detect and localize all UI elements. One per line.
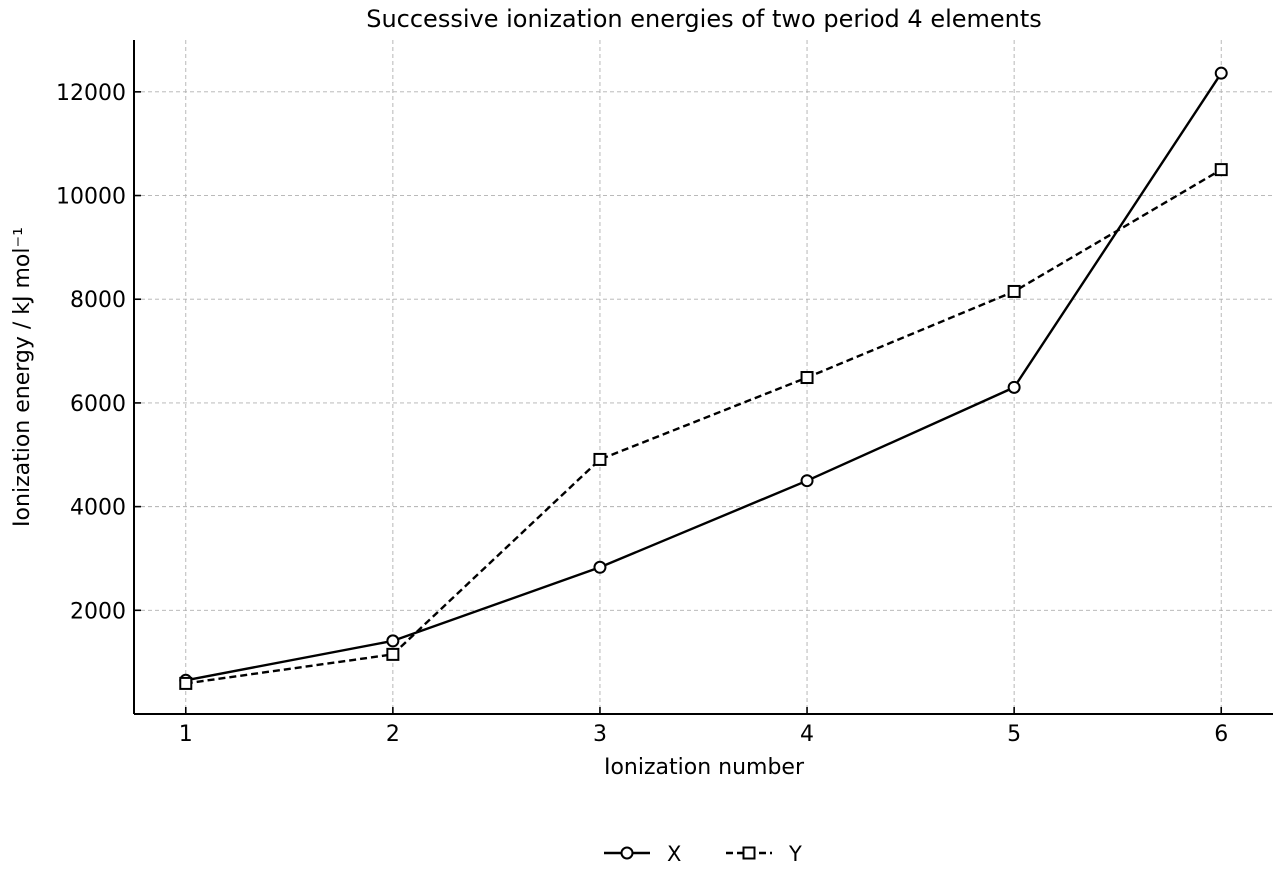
y-axis-label: Ionization energy / kJ mol⁻¹: [10, 227, 35, 527]
series-y-point: [1214, 163, 1228, 177]
series-y: [179, 163, 1228, 690]
y-tick-label: 10000: [56, 185, 126, 210]
series-y-point: [800, 371, 814, 385]
axis-ticks: 1 2 3 4 5 6 2000 4000 6000 8000 10000 12000: [56, 81, 1228, 747]
x-tick-label: 5: [1007, 722, 1021, 747]
x-tick-label: 4: [800, 722, 814, 747]
series-x-point: [800, 474, 814, 488]
series-y-point: [179, 676, 193, 690]
plot-area: [179, 66, 1228, 690]
series-y-point: [593, 452, 607, 466]
y-tick-label: 8000: [70, 288, 126, 313]
y-tick-label: 4000: [70, 496, 126, 521]
series-x-point: [593, 560, 607, 574]
x-tick-label: 2: [386, 722, 400, 747]
legend-y-label: Y: [788, 842, 802, 866]
legend-y-marker: [742, 846, 756, 860]
legend-x-label: X: [667, 842, 681, 866]
series-x-point: [1214, 66, 1228, 80]
series-x-point: [1007, 380, 1021, 394]
x-tick-label: 1: [179, 722, 193, 747]
grid: [134, 40, 1273, 714]
series-y-point: [1007, 284, 1021, 298]
x-tick-label: 3: [593, 722, 607, 747]
series-x-point: [386, 634, 400, 648]
y-tick-label: 6000: [70, 392, 126, 417]
series-y-line: [185, 168, 1222, 685]
legend-x-marker: [620, 846, 634, 860]
y-tick-label: 12000: [56, 81, 126, 106]
series-y-point: [386, 647, 400, 661]
x-tick-label: 6: [1214, 722, 1228, 747]
series-x: [179, 66, 1228, 687]
legend-item-x: X: [604, 842, 681, 866]
legend-item-y: Y: [726, 842, 802, 866]
series-x-line: [185, 72, 1223, 682]
y-tick-label: 2000: [70, 599, 126, 624]
chart-title: Successive ionization energies of two pe…: [366, 5, 1042, 33]
x-axis-label: Ionization number: [604, 755, 805, 780]
